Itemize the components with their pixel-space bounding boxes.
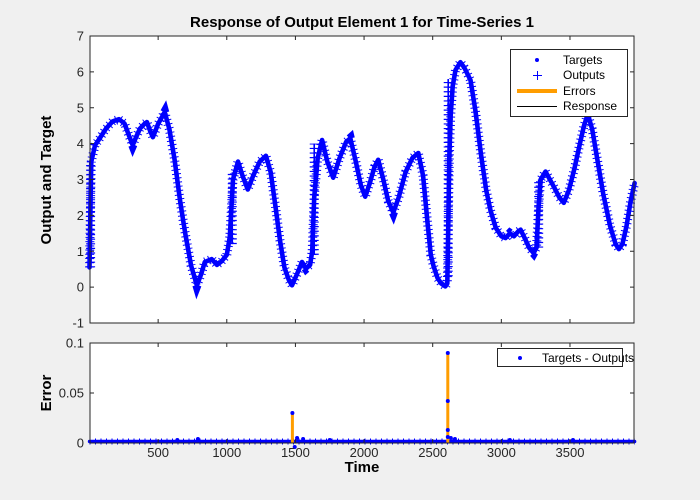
top-y-tick-label: 2 <box>77 208 84 223</box>
legend-item-targets-outputs: Targets - Outputs <box>498 350 634 365</box>
error-bump-dot <box>327 438 332 442</box>
bottom-y-tick-label: 0.05 <box>59 386 84 401</box>
error-spike-dot <box>445 399 450 403</box>
top-y-tick-label: 6 <box>77 64 84 79</box>
legend-label: Outputs <box>563 68 606 83</box>
errors-line-icon <box>517 88 557 93</box>
bottom-y-axis-label: Error <box>38 374 55 412</box>
figure-title: Response of Output Element 1 for Time-Se… <box>190 14 534 31</box>
bottom-legend: Targets - Outputs <box>497 348 634 367</box>
top-y-tick-label: -1 <box>72 316 84 331</box>
legend-label: Errors <box>563 83 596 98</box>
x-tick-label: 3000 <box>487 445 516 460</box>
error-spike-dot <box>445 351 450 355</box>
error-bump-dot <box>452 437 457 441</box>
outputs-plus-icon <box>532 70 542 80</box>
x-axis-label: Time <box>344 459 380 476</box>
error-bump-dot <box>570 438 575 442</box>
top-legend: Targets Outputs Errors Response <box>510 49 628 117</box>
response-line-icon <box>517 105 557 107</box>
error-bump-dot <box>175 438 180 442</box>
top-y-tick-label: 7 <box>77 29 84 44</box>
error-bump-dot <box>507 438 512 442</box>
x-tick-label: 1500 <box>281 445 310 460</box>
error-spike-dot <box>290 411 295 415</box>
legend-item-response: Response <box>511 99 627 114</box>
x-tick-label: 3500 <box>556 445 585 460</box>
error-bump-dot <box>295 436 300 440</box>
top-y-axis-label: Output and Target <box>38 115 55 245</box>
top-y-tick-label: 5 <box>77 100 84 115</box>
bottom-y-tick-label: 0.1 <box>66 336 84 351</box>
error-bump-dot <box>448 436 453 440</box>
error-spike-dot <box>445 428 450 432</box>
top-y-tick-label: 0 <box>77 280 84 295</box>
top-y-tick-label: 3 <box>77 172 84 187</box>
x-tick-label: 1000 <box>212 445 241 460</box>
error-spike-dot <box>445 435 450 439</box>
x-tick-label: 2000 <box>350 445 379 460</box>
top-y-tick-label: 4 <box>77 136 84 151</box>
legend-label: Response <box>563 99 618 114</box>
error-bump-dot <box>292 445 297 449</box>
error-bump-dot <box>301 437 306 441</box>
legend-item-outputs: Outputs <box>511 68 627 83</box>
bottom-y-tick-label: 0 <box>77 436 84 451</box>
x-tick-label: 2500 <box>418 445 447 460</box>
top-y-tick-label: 1 <box>77 244 84 259</box>
legend-item-errors: Errors <box>511 83 627 98</box>
legend-item-targets: Targets <box>511 52 627 67</box>
error-bump-dot <box>195 437 200 441</box>
x-tick-label: 500 <box>147 445 169 460</box>
targets-dot-icon <box>535 57 539 62</box>
legend-label: Targets <box>563 52 603 67</box>
error-dot-icon <box>518 355 522 360</box>
legend-label: Targets - Outputs <box>542 350 635 365</box>
targets-outputs-curve <box>87 59 637 289</box>
